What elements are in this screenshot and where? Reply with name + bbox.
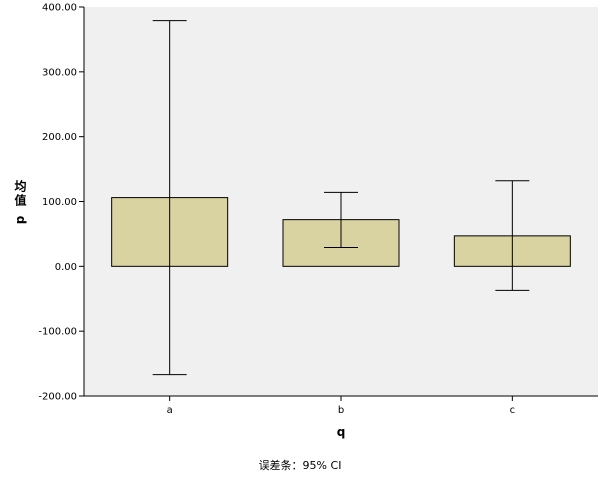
x-axis: a b c — [167, 396, 515, 416]
x-tick-label-c: c — [510, 405, 516, 416]
x-tick-label-b: b — [338, 405, 344, 416]
y-axis: -200.00 -100.00 0.00 100.00 200.00 300.00 400.… — [38, 3, 84, 403]
y-tick-label: -100.00 — [38, 327, 77, 338]
x-axis-title: q — [337, 425, 346, 439]
y-tick-label: 0.00 — [55, 262, 77, 273]
y-tick-label: 300.00 — [42, 67, 77, 78]
x-tick-label-a: a — [167, 405, 173, 416]
y-axis-title: 均值 — [13, 179, 27, 208]
error-bars — [152, 20, 530, 376]
y-tick-label: -200.00 — [38, 392, 77, 403]
y-tick-label: 200.00 — [42, 132, 77, 143]
error-bar-note: 误差条：95% CI — [259, 458, 342, 472]
y-tick-label: 400.00 — [42, 3, 77, 14]
y-tick-label: 100.00 — [42, 197, 77, 208]
y-axis-variable: p — [13, 215, 27, 224]
